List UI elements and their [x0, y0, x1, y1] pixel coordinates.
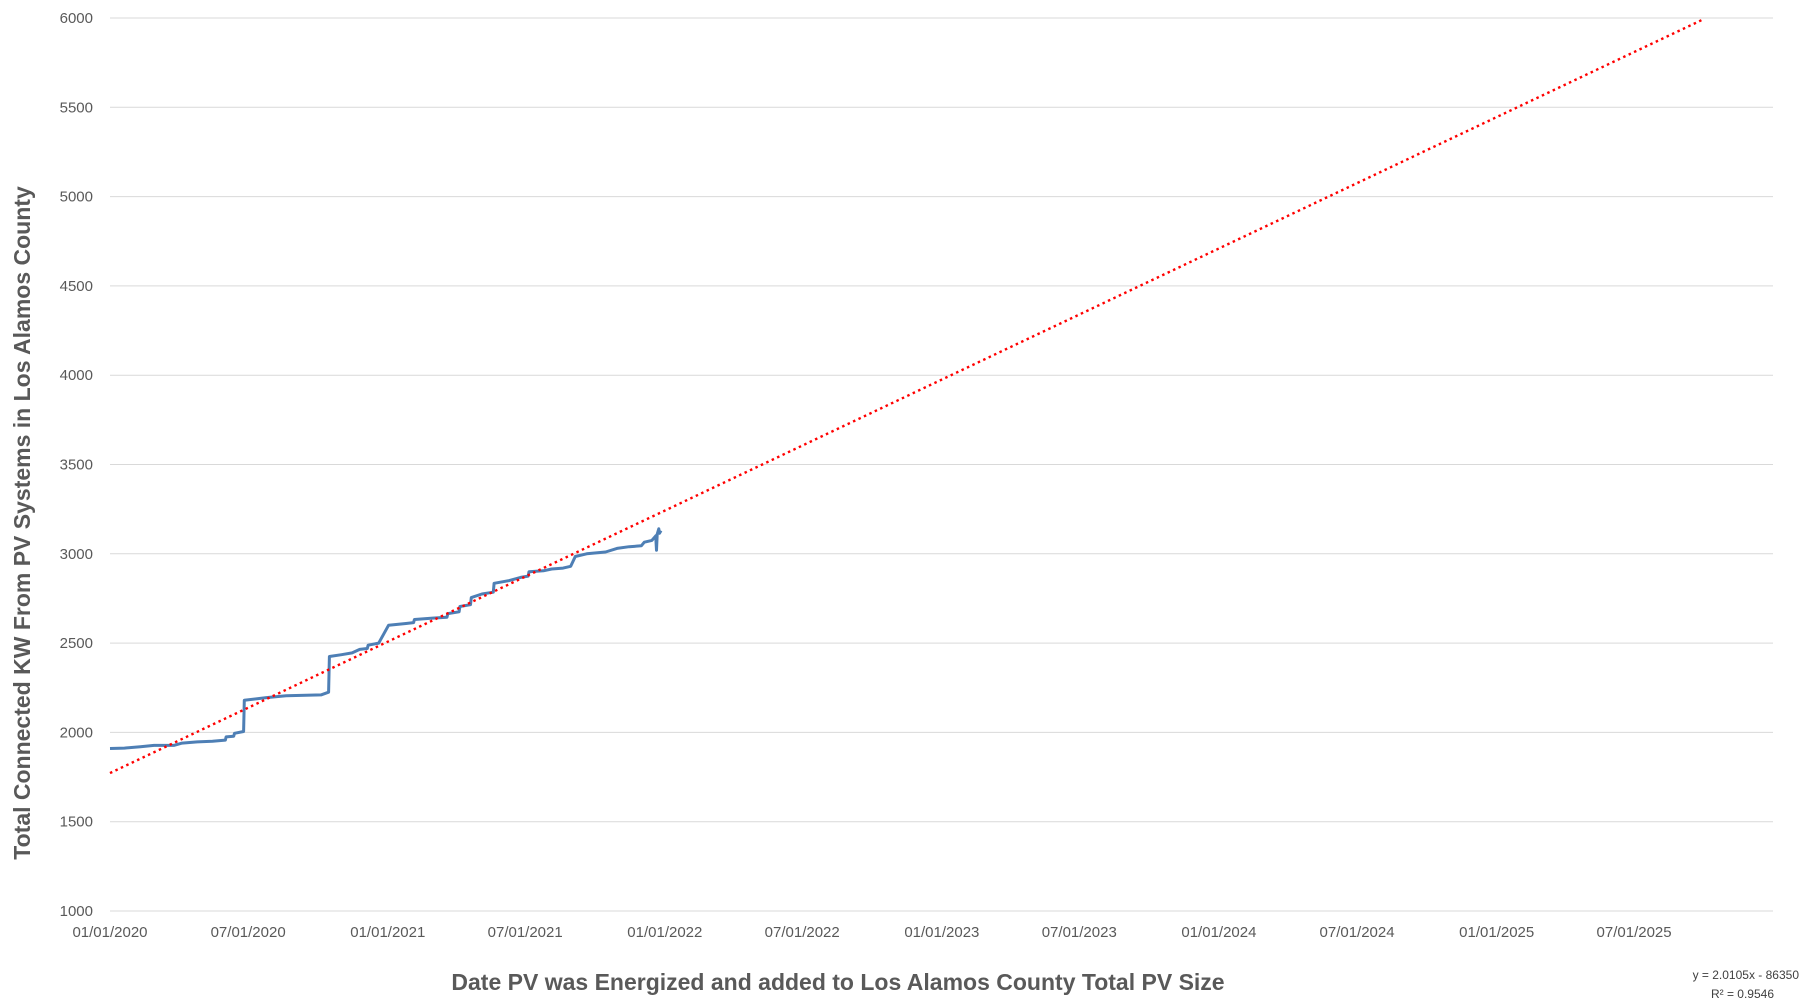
x-tick-label: 01/01/2025: [1459, 924, 1534, 941]
gridlines: [110, 17, 1773, 912]
y-tick-label: 1000: [60, 903, 93, 920]
series-layer: [109, 17, 1705, 775]
x-axis-ticks: 01/01/2020 07/01/2020 01/01/2021 07/01/2021…: [72, 924, 1671, 941]
data-series-line: [109, 527, 663, 750]
trendline-equation: y = 2.0105x - 86350: [1693, 968, 1800, 982]
y-tick-label: 6000: [60, 10, 93, 27]
y-tick-label: 5500: [60, 99, 93, 116]
x-tick-label: 01/01/2024: [1181, 924, 1256, 941]
y-tick-label: 4000: [60, 367, 93, 384]
y-tick-label: 3500: [60, 457, 93, 474]
x-axis-title: Date PV was Energized and added to Los A…: [451, 969, 1224, 995]
x-tick-label: 07/01/2021: [488, 924, 563, 941]
y-tick-label: 5000: [60, 189, 93, 206]
x-tick-label: 01/01/2022: [627, 924, 702, 941]
trendline-r-squared: R² = 0.9546: [1711, 987, 1774, 1001]
y-tick-label: 3000: [60, 546, 93, 563]
y-tick-label: 1500: [60, 814, 93, 831]
x-tick-label: 01/01/2021: [350, 924, 425, 941]
x-tick-label: 07/01/2023: [1042, 924, 1117, 941]
y-axis-ticks: 1000 1500 2000 2500 3000 3500 4000 4500 5000 5500…: [60, 10, 93, 920]
y-tick-label: 2500: [60, 635, 93, 652]
x-tick-label: 07/01/2024: [1320, 924, 1395, 941]
trendline-series: [109, 17, 1705, 775]
x-tick-label: 07/01/2022: [765, 924, 840, 941]
y-tick-label: 4500: [60, 278, 93, 295]
x-tick-label: 07/01/2025: [1597, 924, 1672, 941]
x-tick-label: 01/01/2023: [904, 924, 979, 941]
x-tick-label: 01/01/2020: [72, 924, 147, 941]
y-axis-title: Total Connected KW From PV Systems in Lo…: [9, 186, 35, 860]
x-tick-label: 07/01/2020: [211, 924, 286, 941]
y-tick-label: 2000: [60, 724, 93, 741]
